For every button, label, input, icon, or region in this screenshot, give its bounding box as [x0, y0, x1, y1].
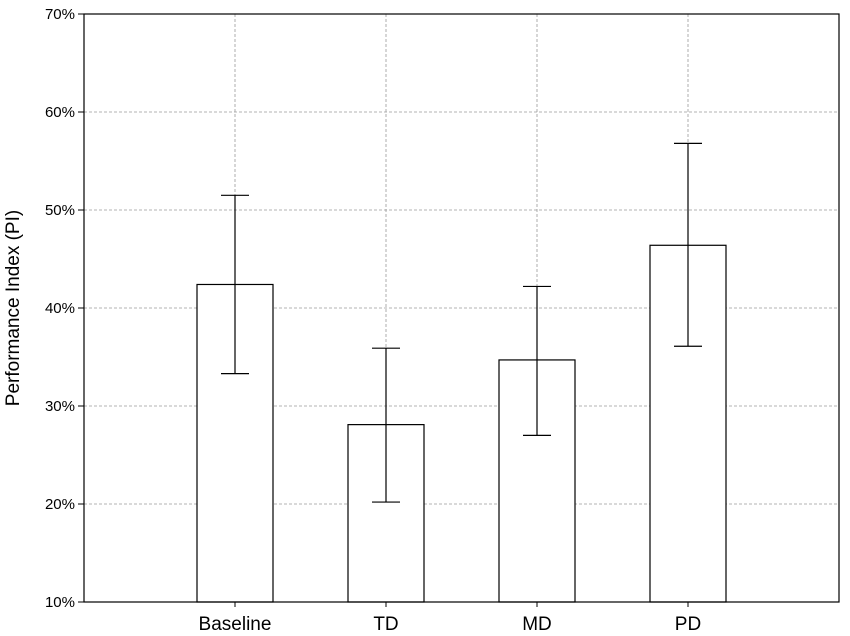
y-tick-label: 60% [45, 104, 75, 121]
x-axis-labels: Baseline TD MD PD [199, 602, 701, 635]
x-tick-label: PD [675, 614, 701, 635]
bars [196, 244, 727, 603]
x-tick-label: Baseline [199, 614, 272, 635]
y-tick-label: 70% [45, 6, 75, 23]
y-tick-label: 40% [45, 300, 75, 317]
error-bars [221, 142, 702, 503]
y-tick-label: 20% [45, 496, 75, 513]
y-tick-label: 50% [45, 202, 75, 219]
x-tick-label: TD [373, 614, 398, 635]
y-tick-label: 30% [45, 398, 75, 415]
y-axis-title: Performance Index (PI) [3, 210, 24, 406]
x-tick-label: MD [522, 614, 552, 635]
y-tick-label: 10% [45, 594, 75, 611]
y-axis-ticks: 10% 20% 30% 40% 50% 60% 70% [45, 6, 84, 611]
